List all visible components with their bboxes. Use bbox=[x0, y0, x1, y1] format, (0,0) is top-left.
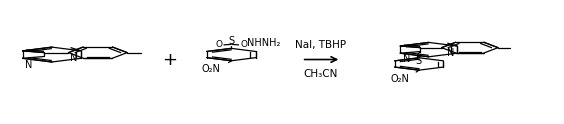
Text: NHNH₂: NHNH₂ bbox=[247, 38, 280, 48]
Text: O₂N: O₂N bbox=[390, 74, 409, 84]
Text: N: N bbox=[447, 48, 454, 58]
Text: S: S bbox=[416, 56, 421, 66]
Text: +: + bbox=[162, 50, 177, 69]
Text: N: N bbox=[403, 54, 410, 64]
Text: CH₃CN: CH₃CN bbox=[303, 69, 337, 79]
Text: N: N bbox=[70, 53, 78, 63]
Text: O: O bbox=[240, 40, 247, 49]
Text: NaI, TBHP: NaI, TBHP bbox=[295, 40, 346, 50]
Text: O: O bbox=[215, 40, 222, 49]
Text: N: N bbox=[25, 60, 32, 70]
Text: S: S bbox=[228, 36, 234, 46]
Text: O₂N: O₂N bbox=[201, 64, 220, 75]
